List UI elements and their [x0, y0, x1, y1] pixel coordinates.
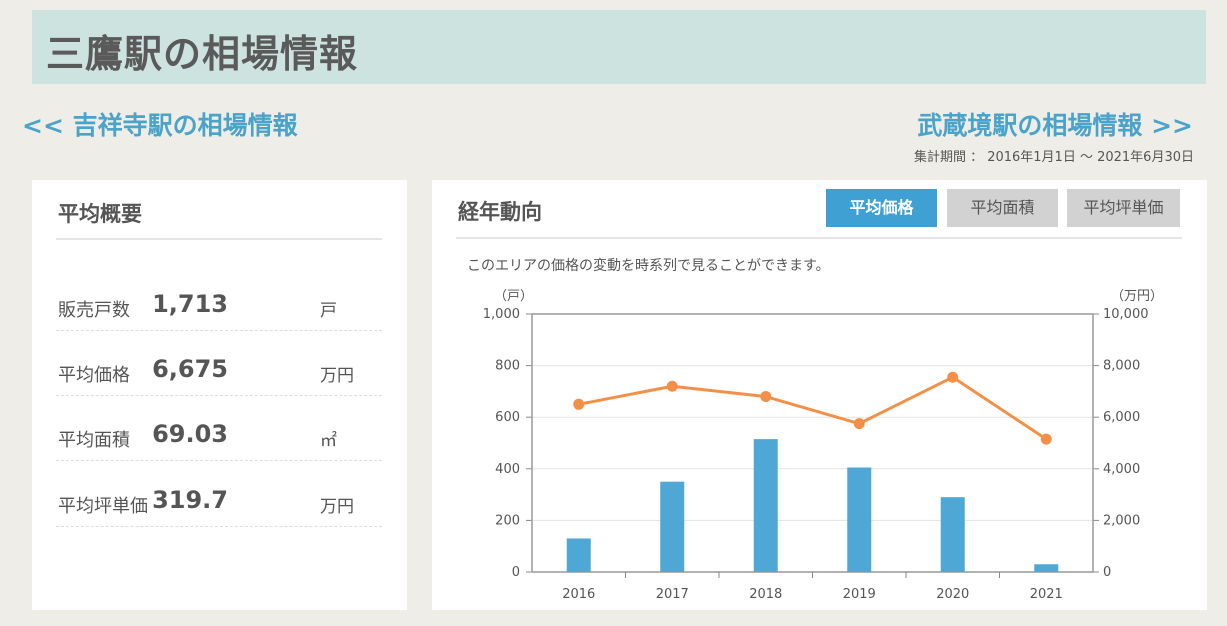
x-axis-tick-label: 2016 [562, 587, 595, 602]
stat-unit: 戸 [320, 301, 337, 321]
price-point-2021 [1040, 433, 1052, 445]
price-point-2018 [760, 391, 772, 403]
trend-divider [456, 237, 1182, 239]
right-axis-tick-label: 2,000 [1103, 513, 1140, 528]
trend-title: 経年動向 [458, 200, 542, 224]
bar-2019 [847, 467, 872, 572]
trend-panel: 経年動向 平均価格 平均面積 平均坪単価 このエリアの価格の変動を時系列で見るこ… [432, 180, 1207, 610]
summary-panel: 平均概要 販売戸数 1,713 戸 平均価格 6,675 万円 平均面積 69.… [32, 180, 407, 610]
stat-row-units: 販売戸数 1,713 戸 [56, 280, 382, 331]
stat-unit: ㎡ [320, 431, 337, 451]
stat-row-area: 平均面積 69.03 ㎡ [56, 410, 382, 461]
x-axis-tick-label: 2019 [843, 587, 876, 602]
bar-2016 [566, 538, 591, 572]
bar-2020 [940, 497, 965, 572]
trend-description: このエリアの価格の変動を時系列で見ることができます。 [467, 258, 830, 274]
x-axis-tick-label: 2020 [936, 587, 969, 602]
right-axis-tick-label: 4,000 [1103, 462, 1140, 477]
tab-average-price[interactable]: 平均価格 [826, 189, 937, 227]
stat-label: 平均価格 [58, 365, 130, 386]
bar-2018 [753, 439, 778, 572]
summary-divider [56, 238, 382, 240]
stat-unit: 万円 [320, 366, 354, 386]
stat-value: 1,713 [152, 290, 228, 318]
stat-value: 319.7 [152, 486, 228, 514]
left-axis-tick-label: 1,000 [483, 307, 520, 322]
right-axis-unit-label: （万円） [1111, 289, 1163, 304]
stat-label: 平均面積 [58, 430, 130, 451]
trend-chart: 0 200 400 600 800 1,000 0 2,000 4,000 6,000 8,000 1… [483, 289, 1163, 602]
stat-label: 平均坪単価 [58, 496, 148, 517]
left-axis-tick-label: 600 [495, 410, 520, 425]
aggregation-period: 集計期間 ： 2016年1月1日 〜 2021年6月30日 [913, 150, 1194, 165]
left-axis-tick-label: 0 [512, 565, 520, 580]
page-title-bar: 三鷹駅の相場情報 [32, 10, 1206, 84]
x-axis-tick-label: 2018 [749, 587, 782, 602]
right-axis-tick-label: 0 [1103, 565, 1111, 580]
stat-unit: 万円 [320, 497, 354, 517]
x-axis-tick-label: 2017 [656, 587, 689, 602]
left-axis-unit-label: （戸） [494, 289, 533, 304]
page-title: 三鷹駅の相場情報 [46, 32, 359, 76]
stat-row-tsubo-price: 平均坪単価 319.7 万円 [56, 476, 382, 527]
stat-value: 6,675 [152, 355, 228, 383]
bar-2017 [660, 481, 685, 572]
stat-value: 69.03 [152, 420, 228, 448]
stat-row-price: 平均価格 6,675 万円 [56, 345, 382, 396]
left-axis-tick-label: 200 [495, 513, 520, 528]
summary-title: 平均概要 [58, 202, 142, 226]
right-axis-tick-label: 10,000 [1103, 307, 1149, 322]
right-axis-tick-label: 6,000 [1103, 410, 1140, 425]
stat-label: 販売戸数 [58, 300, 130, 321]
prev-station-link[interactable]: << 吉祥寺駅の相場情報 [22, 111, 298, 140]
price-line [578, 375, 1048, 441]
tab-average-area[interactable]: 平均面積 [947, 189, 1058, 227]
next-station-link[interactable]: 武蔵境駅の相場情報 >> [917, 111, 1193, 140]
left-axis-tick-label: 400 [495, 462, 520, 477]
price-point-2017 [666, 380, 678, 392]
price-point-2020 [947, 371, 959, 383]
price-point-2019 [853, 418, 865, 430]
right-axis-tick-label: 8,000 [1103, 359, 1140, 374]
price-point-2016 [573, 398, 585, 410]
bar-2021 [1034, 564, 1059, 572]
left-axis-tick-label: 800 [495, 359, 520, 374]
tab-average-tsubo-price[interactable]: 平均坪単価 [1067, 189, 1180, 227]
x-axis-tick-label: 2021 [1030, 587, 1063, 602]
